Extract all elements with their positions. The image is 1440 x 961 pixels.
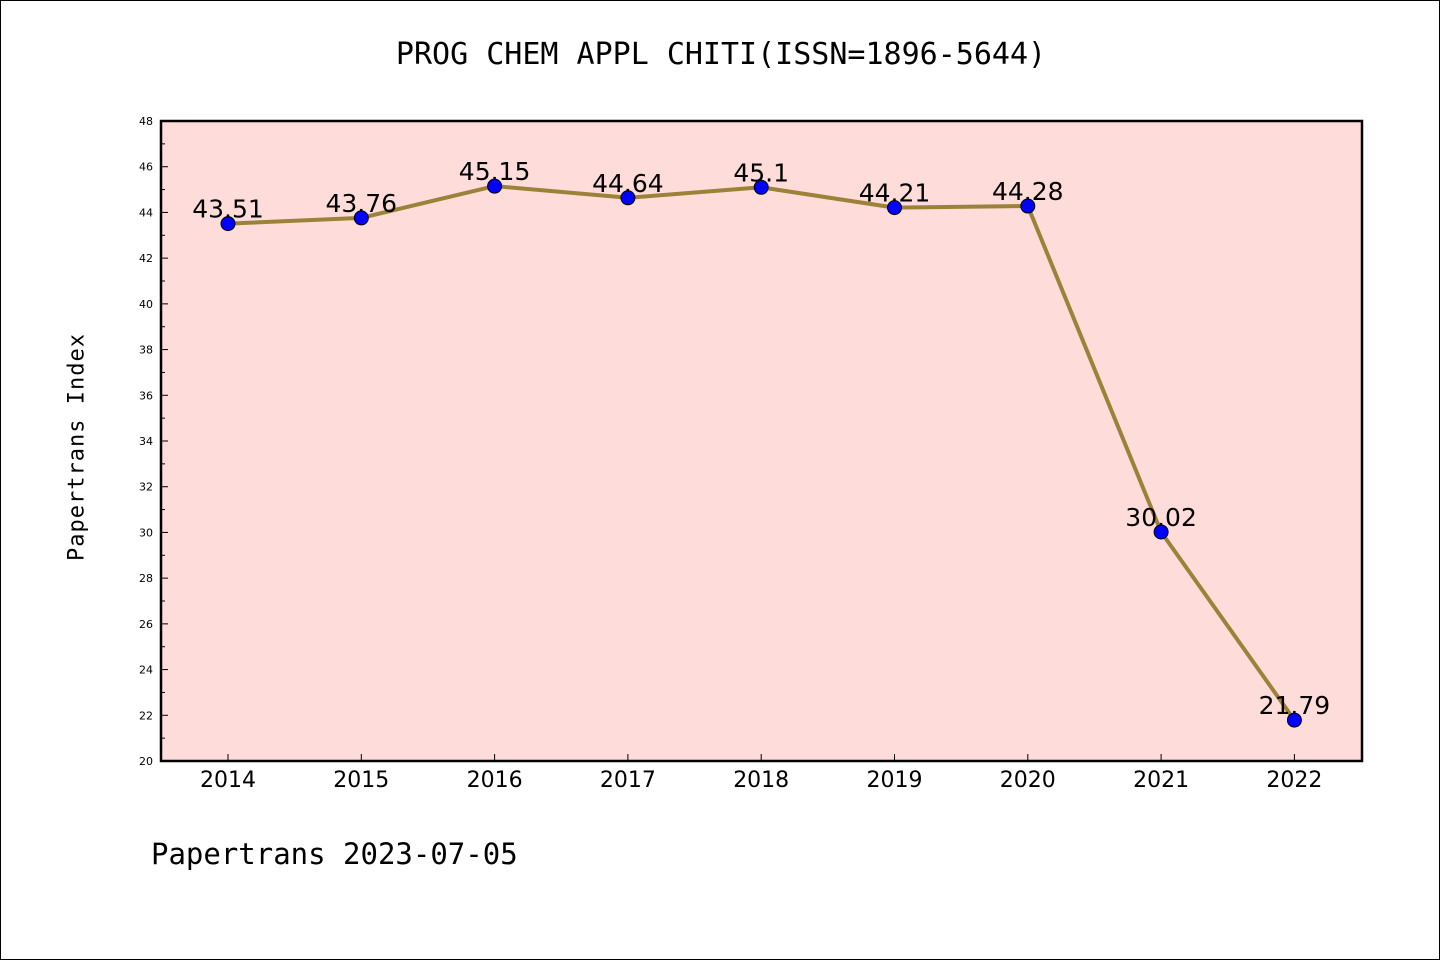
data-label: 44.64	[592, 169, 664, 198]
x-tick-label: 2020	[1000, 768, 1056, 793]
data-point	[887, 200, 902, 216]
x-tick-label: 2019	[867, 768, 923, 793]
chart-title: PROG CHEM APPL CHITI(ISSN=1896-5644)	[395, 37, 1047, 72]
data-point	[487, 178, 503, 194]
y-tick-label: 22	[139, 709, 153, 722]
data-label: 45.1	[733, 158, 789, 187]
data-label: 43.51	[192, 195, 264, 224]
y-tick-label: 44	[139, 206, 153, 219]
y-tick-label: 42	[139, 252, 153, 265]
x-tick-label: 2018	[733, 768, 789, 793]
y-tick-label: 32	[139, 481, 153, 494]
y-tick-label: 24	[139, 664, 153, 677]
data-label: 30.02	[1125, 503, 1197, 532]
y-tick-label: 20	[139, 755, 153, 768]
data-point	[620, 190, 636, 206]
data-point	[1153, 524, 1169, 540]
data-label: 21.79	[1259, 691, 1331, 720]
data-label: 43.76	[326, 189, 398, 218]
x-tick-label: 2016	[467, 768, 523, 793]
data-point	[1020, 198, 1036, 214]
x-tick-label: 2022	[1266, 768, 1322, 793]
data-point	[753, 179, 769, 195]
y-tick-label: 30	[139, 526, 153, 539]
data-label: 44.28	[992, 177, 1064, 206]
plot-area	[159, 119, 1364, 763]
x-tick-label: 2015	[333, 768, 389, 793]
data-label: 44.21	[859, 179, 931, 208]
y-tick-label: 28	[139, 572, 153, 585]
footer-text: Papertrans 2023-07-05	[151, 837, 518, 871]
x-tick-label: 2017	[600, 768, 656, 793]
y-tick-label: 34	[139, 435, 153, 448]
data-label: 45.15	[459, 157, 531, 186]
data-point	[1286, 712, 1302, 728]
x-tick-label: 2014	[200, 768, 256, 793]
y-tick-label: 48	[139, 115, 153, 128]
x-tick-label: 2021	[1133, 768, 1189, 793]
data-point	[353, 210, 369, 226]
y-tick-label: 40	[139, 298, 153, 311]
y-tick-label: 38	[139, 344, 153, 357]
y-tick-label: 46	[139, 161, 153, 174]
y-tick-label: 36	[139, 389, 153, 402]
y-tick-label: 26	[139, 618, 153, 631]
data-point	[220, 216, 236, 232]
